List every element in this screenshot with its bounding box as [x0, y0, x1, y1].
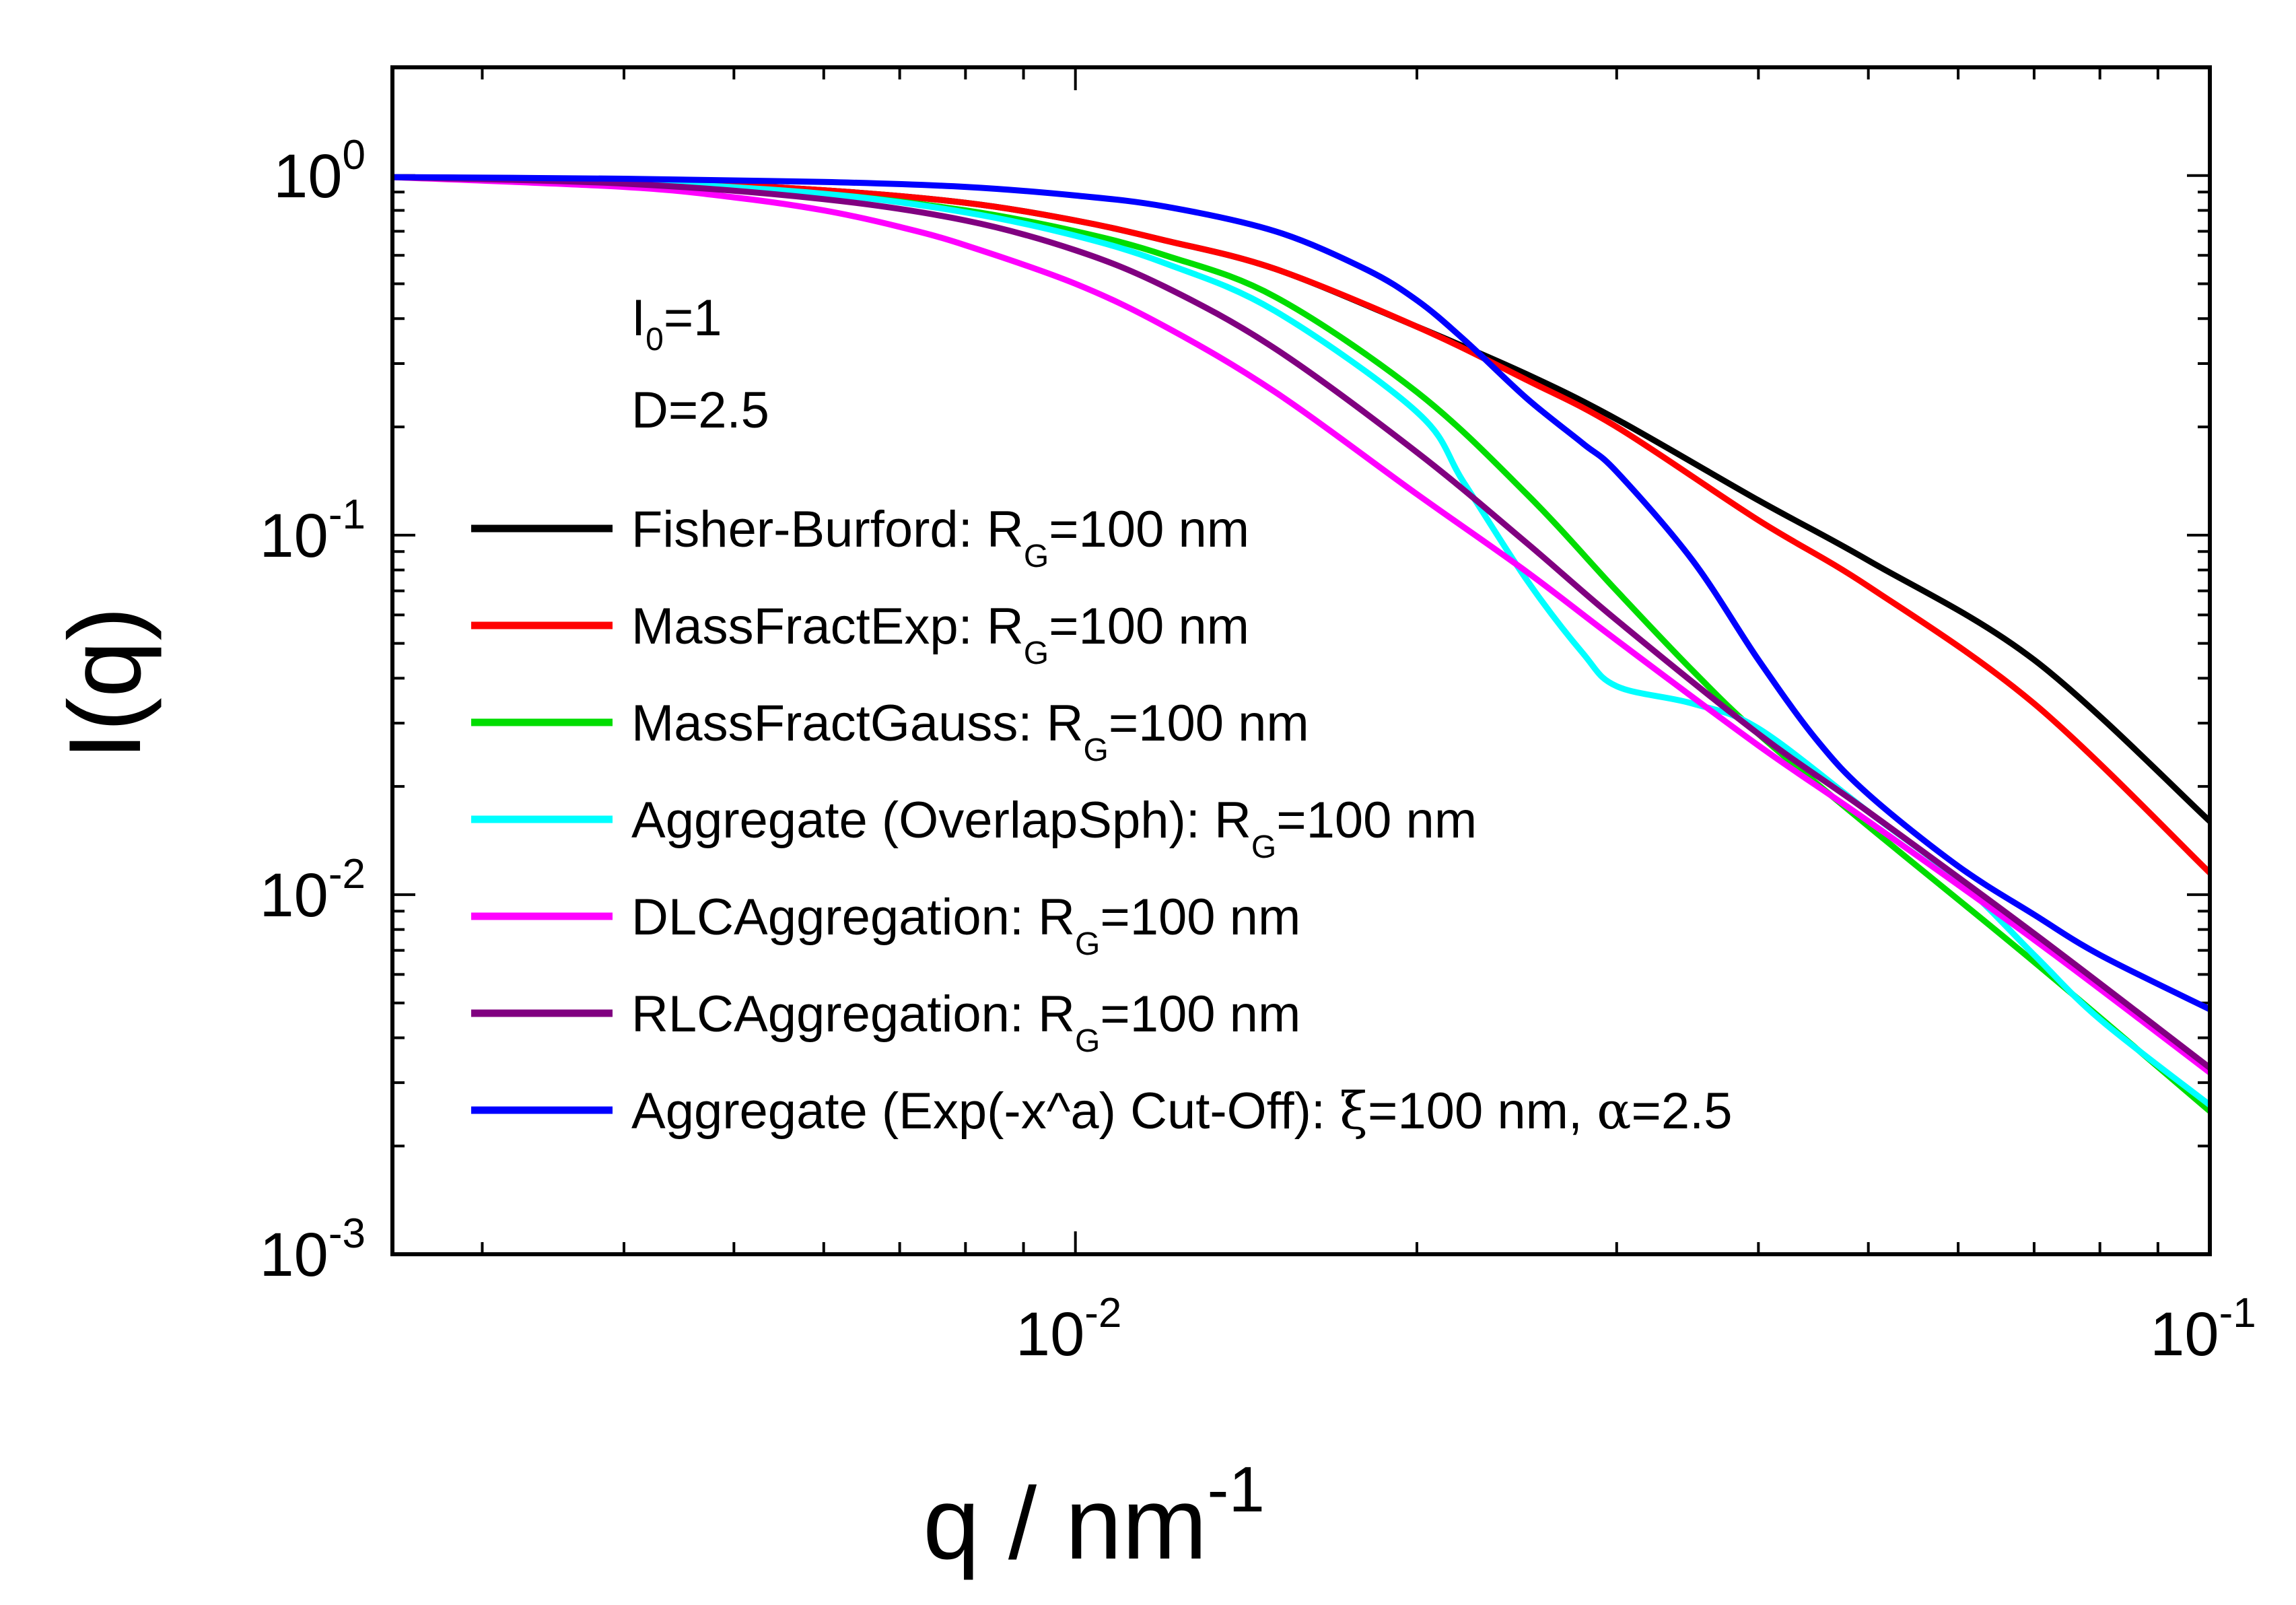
series-line-1: [392, 174, 2213, 875]
annotations: I0=1 D=2.5: [631, 289, 769, 439]
legend: Fisher-Burford: RG=100 nm MassFractExp: R…: [471, 501, 1733, 1140]
axis-ticks: [392, 66, 2211, 1256]
annotation-d: D=2.5: [631, 382, 769, 439]
y-tick-label: 10-2: [260, 851, 366, 930]
legend-label-0: Fisher-Burford: RG=100 nm: [631, 501, 1249, 574]
x-tick-label: 10-2: [1016, 1290, 1121, 1369]
y-axis-label: I(q): [48, 607, 162, 760]
plot-frame: [390, 65, 2212, 1256]
series-line-6: [392, 174, 2212, 1013]
legend-label-4: DLCAggregation: RG=100 nm: [631, 889, 1300, 962]
legend-label-1: MassFractExp: RG=100 nm: [631, 598, 1249, 671]
x-tick-label: 10-1: [2150, 1290, 2256, 1369]
legend-label-2: MassFractGauss: RG=100 nm: [631, 695, 1309, 768]
series-line-5: [392, 174, 2212, 1070]
legend-label-5: RLCAggregation: RG=100 nm: [631, 986, 1300, 1059]
tick-labels: 10-2 10-1 100 10-1 10-2 10-3: [260, 132, 2256, 1369]
y-tick-label: 10-1: [260, 491, 366, 570]
series-line-4: [392, 174, 2212, 1075]
legend-label-3: Aggregate (OverlapSph): RG=100 nm: [631, 792, 1477, 865]
x-axis-label: q / nm-1: [923, 1454, 1265, 1581]
annotation-i0: I0=1: [631, 289, 722, 357]
y-tick-label: 10-3: [260, 1210, 366, 1289]
legend-label-6: Aggregate (Exp(-x^a) Cut-Off): ξ=100 nm,…: [631, 1081, 1733, 1140]
series-lines: [392, 174, 2213, 1114]
y-tick-label: 100: [273, 132, 366, 211]
